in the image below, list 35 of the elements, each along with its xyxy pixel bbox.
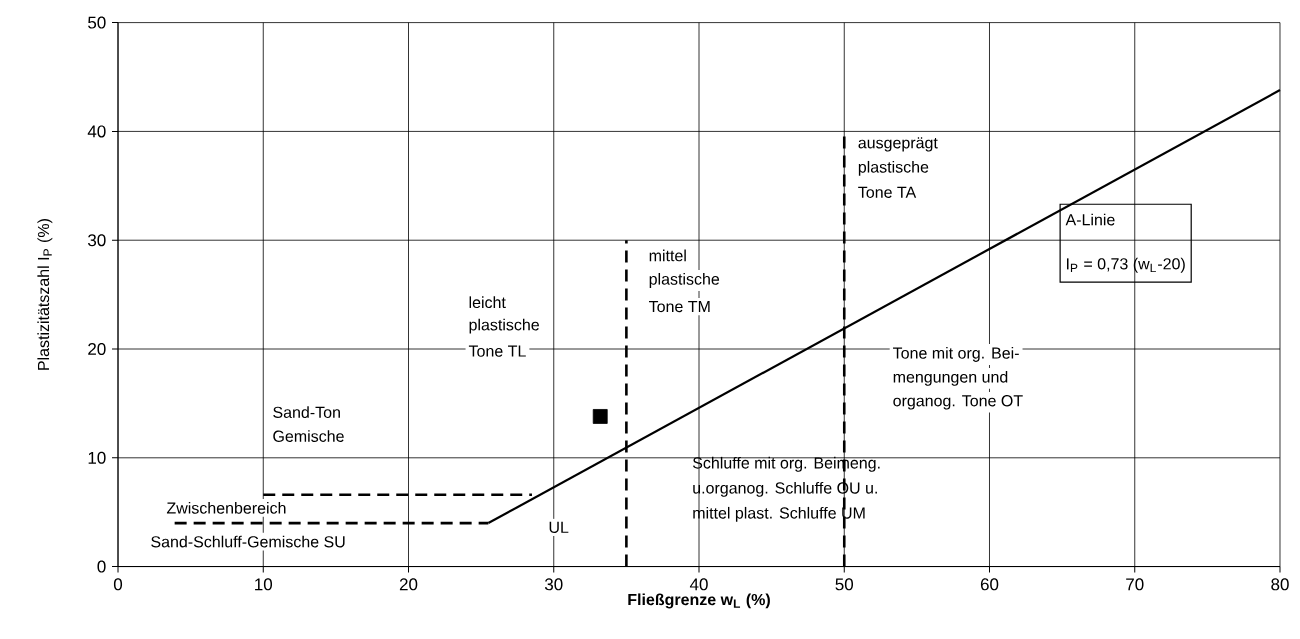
x-tick-label: 0 (113, 578, 123, 591)
annotation: Sand-Ton (273, 406, 340, 418)
x-tick-label: 40 (689, 578, 708, 591)
x-tick-label: 30 (544, 578, 563, 591)
annotation: Tone TM (649, 300, 710, 313)
annotation: Sand-Schluff-Gemische SU (151, 535, 345, 548)
annotation: leicht (469, 296, 506, 309)
annotation: A-Linie (1065, 213, 1115, 226)
y-tick-label: 10 (88, 451, 106, 464)
annotation: mittel (649, 249, 686, 262)
annotation: UL (549, 521, 569, 534)
annotation: plastische (469, 318, 539, 334)
y-axis-title: Plastizitätszahl I$_{P}$ (%) (37, 219, 53, 370)
annotation: Tone TA (858, 186, 917, 198)
text: Fließgrenze w$_{L}$ (%) (628, 593, 770, 609)
y-tick-label: 50 (88, 16, 106, 29)
y-tick-label: 40 (87, 125, 106, 138)
annotation: mengungen und (893, 370, 1008, 386)
annotation: organog. Tone OT (893, 395, 1023, 410)
annotation: Gemische (273, 430, 344, 442)
y-tick-label: 20 (88, 343, 106, 356)
x-tick-label: 20 (399, 578, 418, 591)
annotation: Tone mit org. Bei- (893, 346, 1019, 362)
y-tick-label: 0 (97, 560, 106, 573)
annotation: Zwischenbereich (166, 501, 286, 514)
x-tick-label: 60 (980, 578, 999, 591)
x-tick-label: 10 (255, 578, 273, 591)
x-tick-label: 70 (1126, 578, 1144, 591)
annotation: plastische (649, 272, 720, 288)
annotation: ausgeprägt (858, 137, 938, 152)
annotation: Tone TL (468, 345, 526, 357)
x-tick-label: 80 (1271, 578, 1289, 591)
annotation: plastische (858, 160, 929, 176)
x-tick-label: 50 (835, 578, 854, 591)
y-tick-label: 30 (88, 234, 106, 247)
